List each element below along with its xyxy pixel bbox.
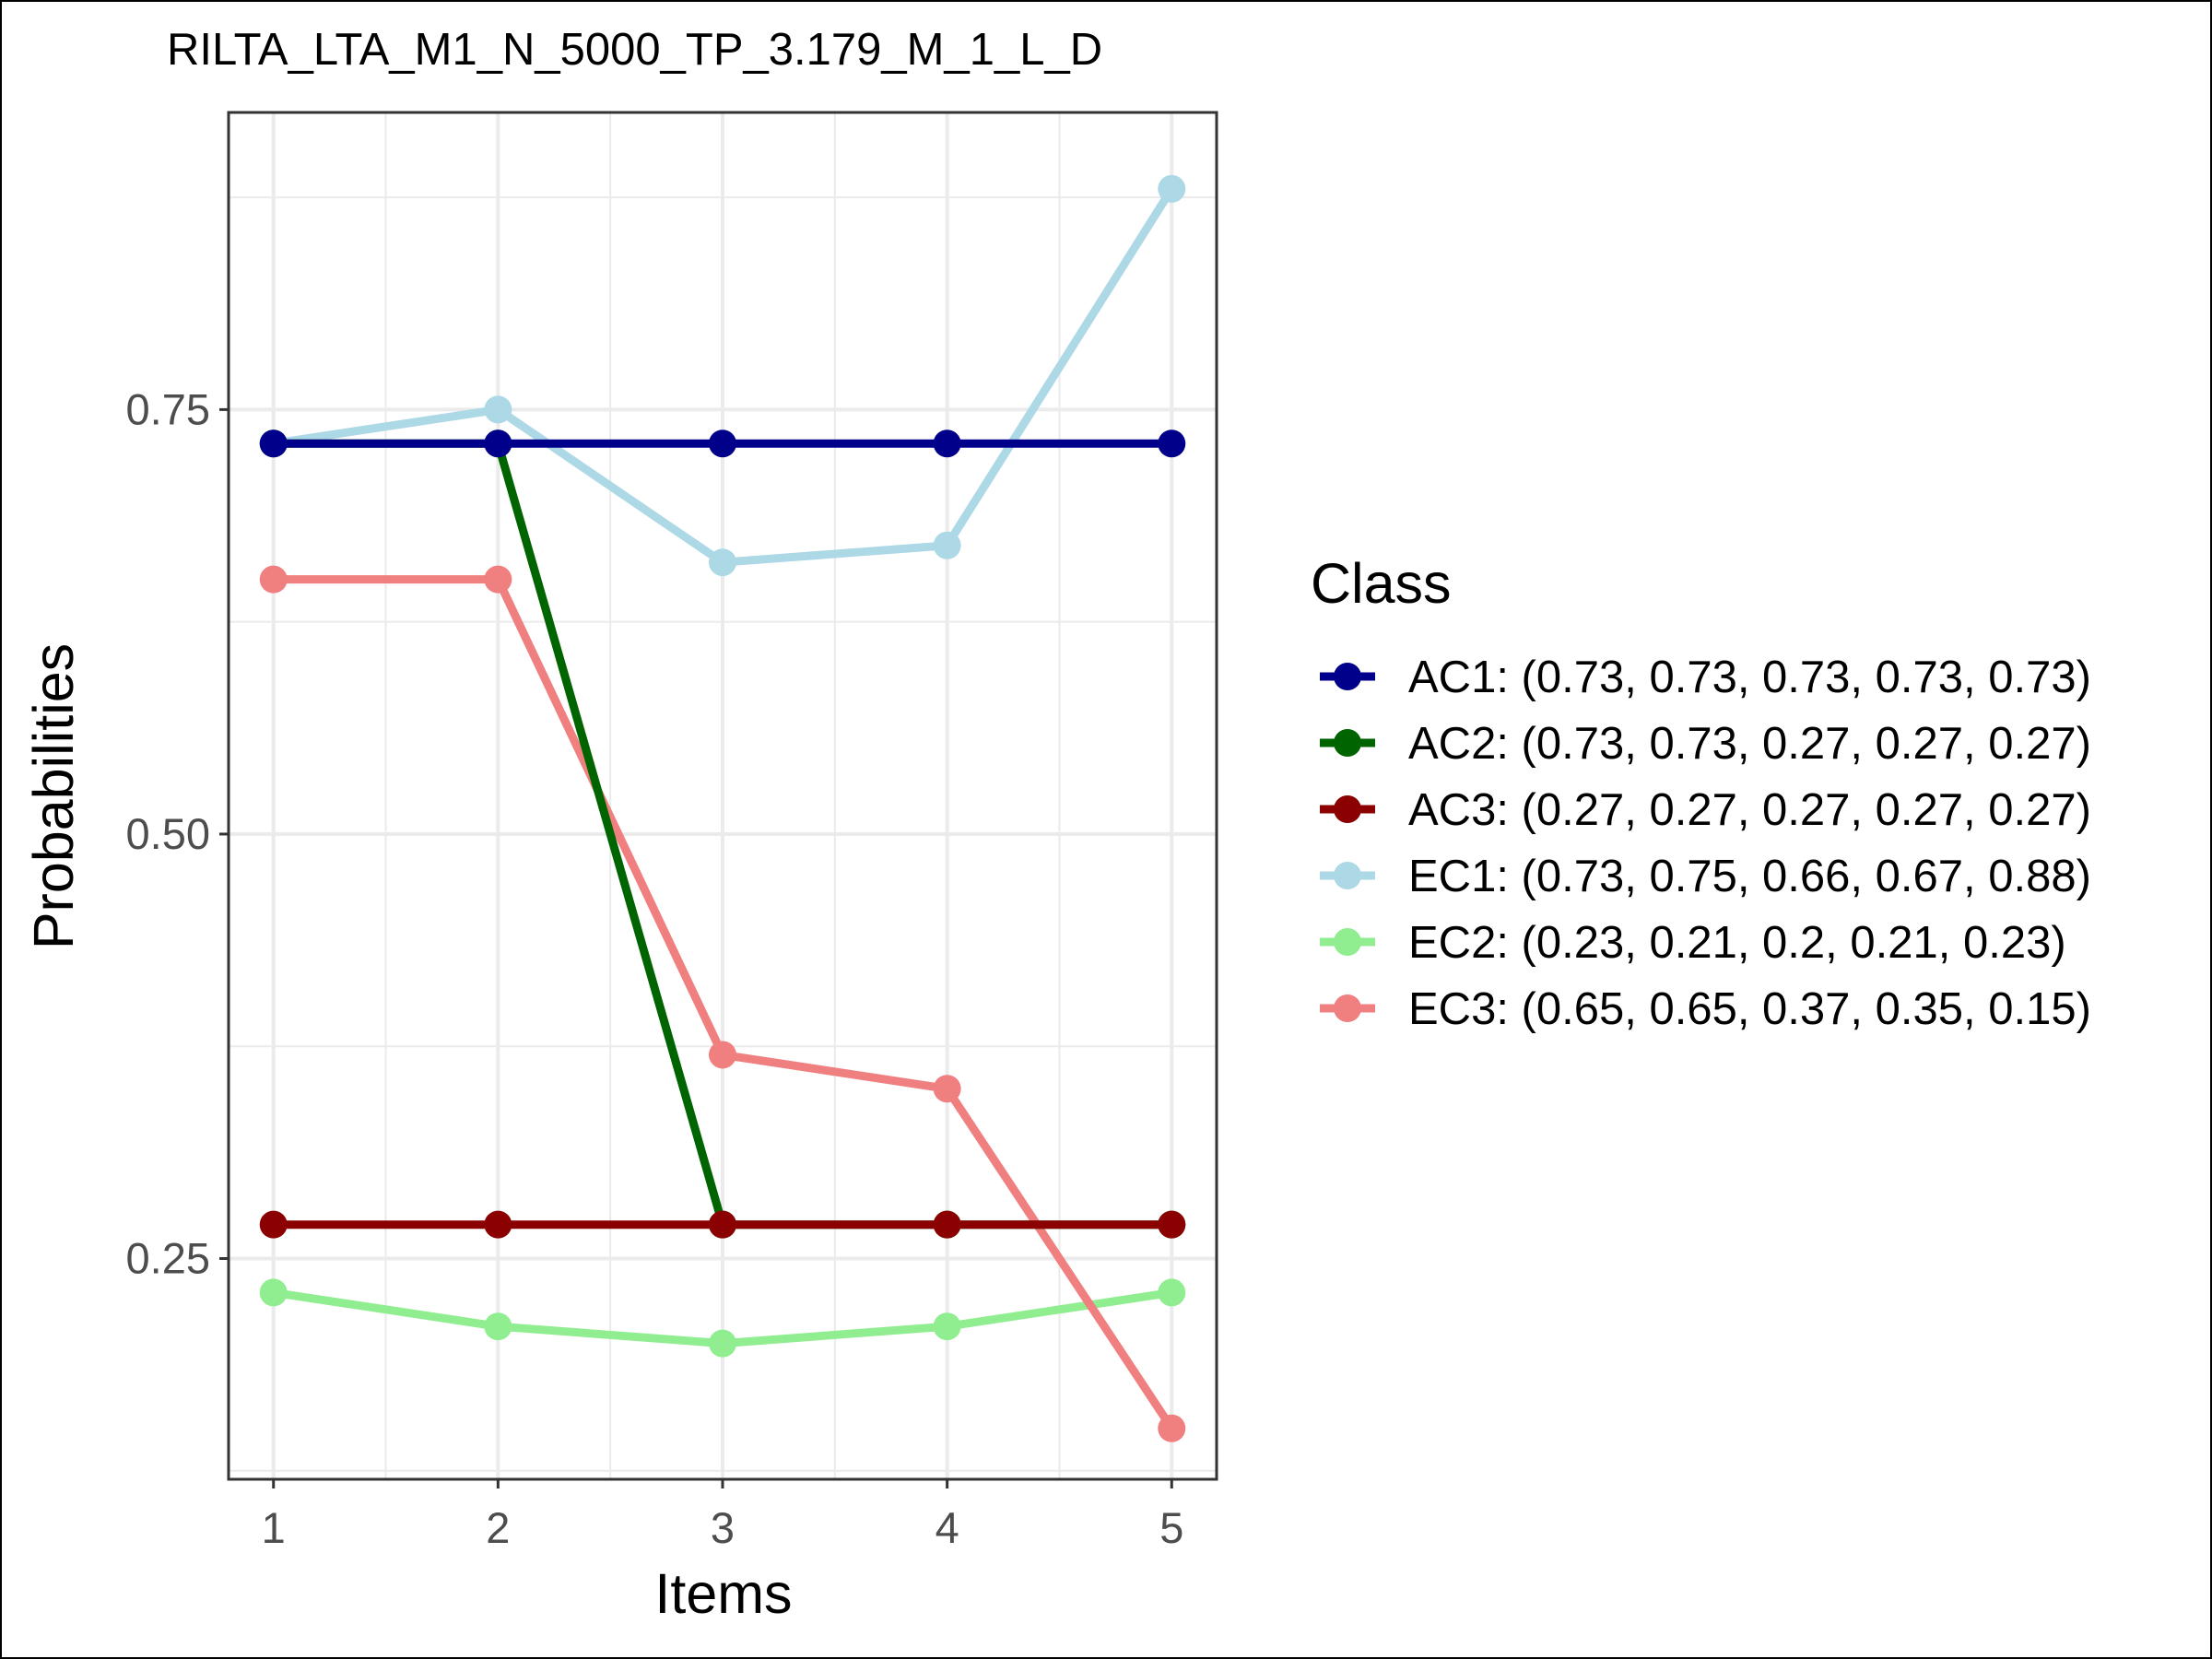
series-5 <box>259 565 1186 1442</box>
x-tick-label: 1 <box>262 1503 286 1552</box>
x-tick-label: 5 <box>1159 1503 1183 1552</box>
data-point <box>259 1278 288 1307</box>
series-layer <box>259 174 1186 1442</box>
data-point <box>259 1210 288 1239</box>
legend-label: EC3: (0.65, 0.65, 0.37, 0.35, 0.15) <box>1408 984 2091 1034</box>
legend-label: EC2: (0.23, 0.21, 0.2, 0.21, 0.23) <box>1408 918 2066 968</box>
x-axis-title: Items <box>654 1562 792 1625</box>
data-point <box>933 531 961 559</box>
legend-item: AC3: (0.27, 0.27, 0.27, 0.27, 0.27) <box>1320 785 2091 835</box>
grid-lines <box>229 112 1217 1479</box>
data-point <box>933 1210 961 1239</box>
x-tick-label: 4 <box>935 1503 959 1552</box>
data-point <box>933 429 961 458</box>
legend-label: AC1: (0.73, 0.73, 0.73, 0.73, 0.73) <box>1408 653 2091 702</box>
data-point <box>1158 174 1186 203</box>
data-point <box>709 1329 736 1358</box>
legend-item: EC2: (0.23, 0.21, 0.2, 0.21, 0.23) <box>1320 918 2066 968</box>
series-4 <box>259 1278 1186 1358</box>
data-point <box>259 565 288 594</box>
data-point <box>484 1312 512 1341</box>
legend-item: EC1: (0.73, 0.75, 0.66, 0.67, 0.88) <box>1320 852 2091 901</box>
legend-item: AC2: (0.73, 0.73, 0.27, 0.27, 0.27) <box>1320 719 2091 769</box>
data-point <box>1158 1278 1186 1307</box>
data-point <box>259 429 288 458</box>
data-point <box>709 548 736 577</box>
data-point <box>484 1210 512 1239</box>
data-point <box>484 565 512 594</box>
y-tick-label: 0.25 <box>126 1234 210 1283</box>
data-point <box>1158 429 1186 458</box>
legend-key-point <box>1334 663 1361 690</box>
legend-key-point <box>1334 862 1361 889</box>
data-point <box>1158 1210 1186 1239</box>
y-tick-label: 0.75 <box>126 384 210 433</box>
y-tick-label: 0.50 <box>126 809 210 858</box>
legend-key-point <box>1334 795 1361 823</box>
x-tick-label: 3 <box>711 1503 735 1552</box>
y-axis: 0.25 0.50 0.75 <box>126 384 229 1283</box>
data-point <box>484 429 512 458</box>
legend-key-point <box>1334 928 1361 956</box>
x-axis: 1 2 3 4 5 <box>262 1479 1183 1552</box>
legend-title: Class <box>1311 552 1452 615</box>
data-point <box>709 1210 736 1239</box>
data-point <box>484 395 512 424</box>
legend-key-point <box>1334 994 1361 1022</box>
legend: AC1: (0.73, 0.73, 0.73, 0.73, 0.73) AC2: … <box>1320 653 2091 1034</box>
x-tick-label: 2 <box>486 1503 510 1552</box>
series-2 <box>259 1210 1186 1239</box>
legend-item: AC1: (0.73, 0.73, 0.73, 0.73, 0.73) <box>1320 653 2091 702</box>
y-axis-title: Probabilities <box>22 643 85 949</box>
chart-title: RILTA_LTA_M1_N_5000_TP_3.179_M_1_L_D <box>167 25 1102 75</box>
legend-label: EC1: (0.73, 0.75, 0.66, 0.67, 0.88) <box>1408 852 2091 901</box>
legend-item: EC3: (0.65, 0.65, 0.37, 0.35, 0.15) <box>1320 984 2091 1034</box>
data-point <box>709 1041 736 1069</box>
data-point <box>933 1075 961 1103</box>
legend-label: AC3: (0.27, 0.27, 0.27, 0.27, 0.27) <box>1408 785 2091 835</box>
data-point <box>709 429 736 458</box>
legend-key-point <box>1334 729 1361 757</box>
data-point <box>1158 1414 1186 1442</box>
series-0 <box>259 429 1186 458</box>
legend-label: AC2: (0.73, 0.73, 0.27, 0.27, 0.27) <box>1408 719 2091 769</box>
data-point <box>933 1312 961 1341</box>
